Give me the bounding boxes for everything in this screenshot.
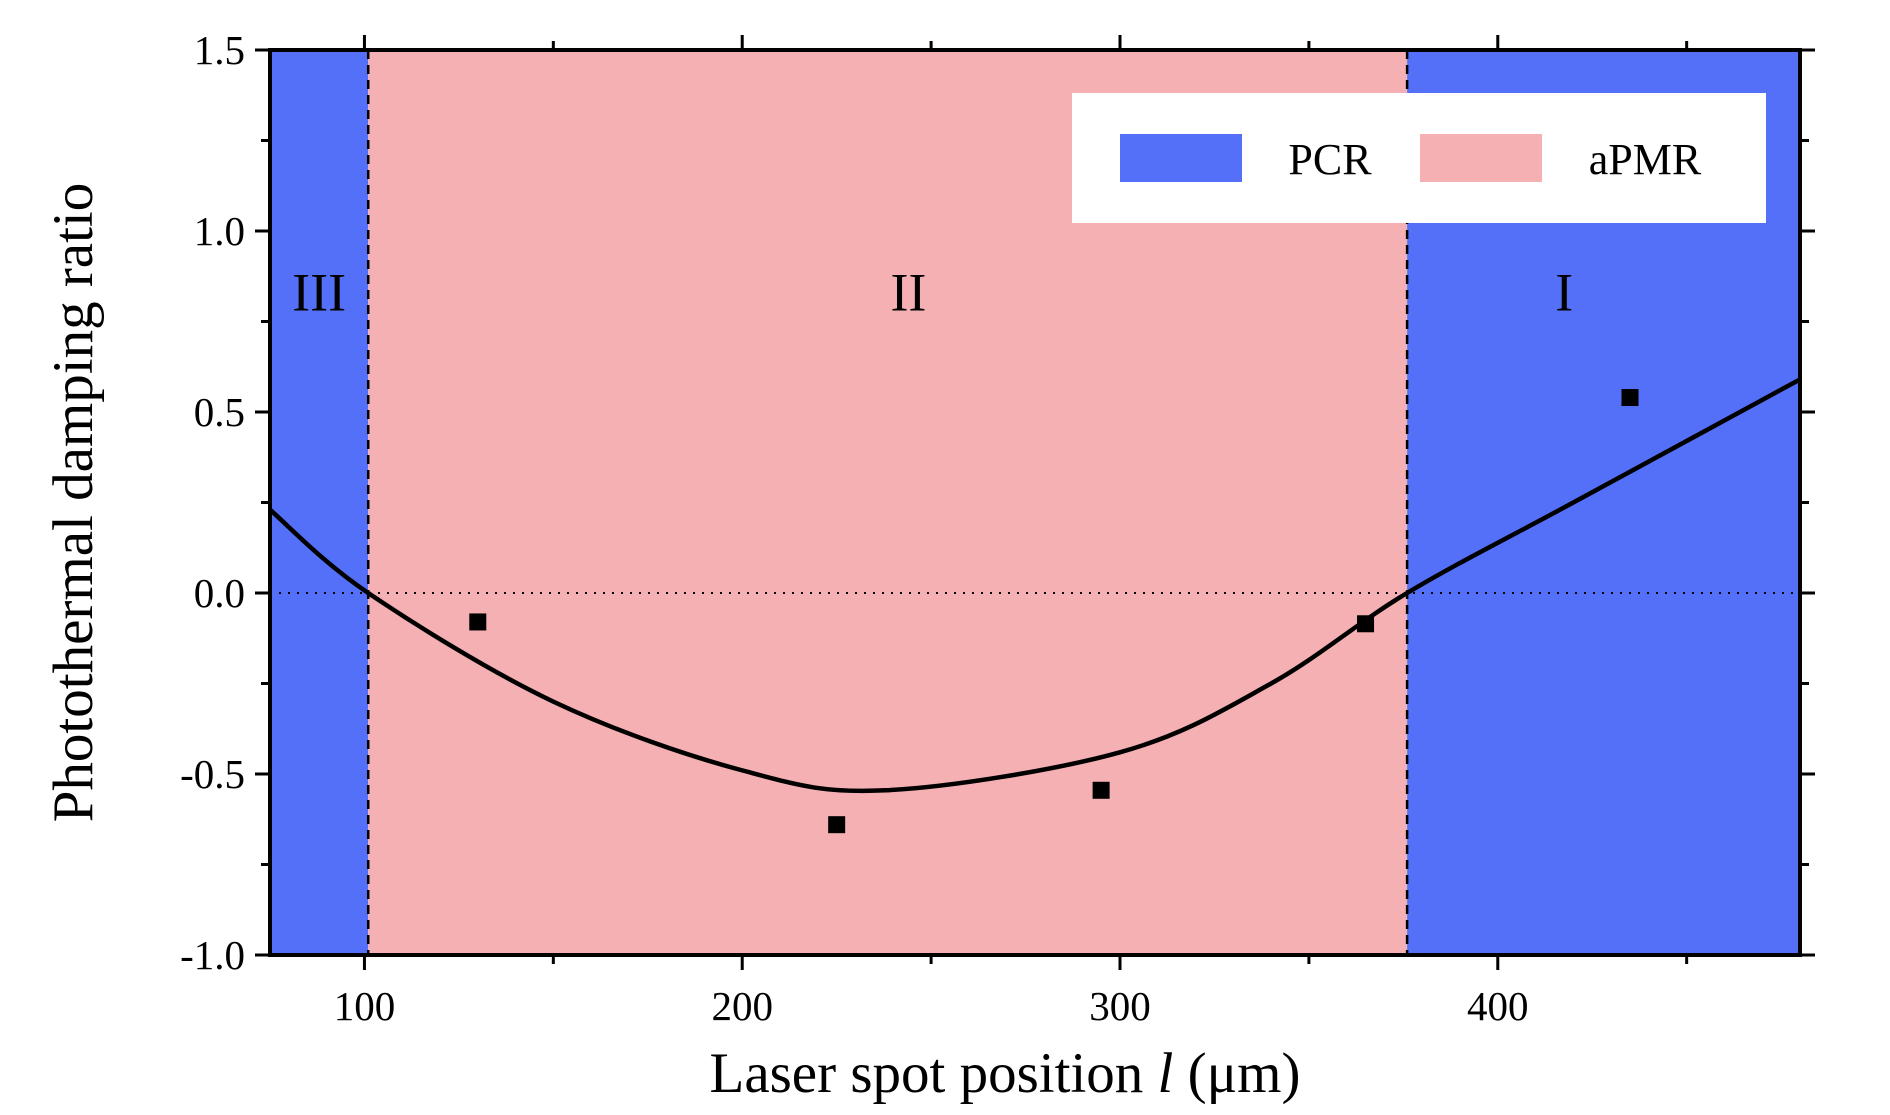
x-tick-label: 100 [334,983,396,1029]
data-point [1357,615,1375,633]
x-axis-title: Laser spot position l (μm) [710,1042,1301,1105]
legend-label-apmr: aPMR [1589,135,1702,184]
region-iii-band [270,50,369,955]
data-point [1092,781,1110,799]
y-tick-label: 0.5 [194,389,245,435]
y-axis-title: Photothermal damping ratio [42,183,105,823]
region-label-iii: III [292,263,346,323]
legend-label-pcr: PCR [1288,135,1372,184]
y-tick-label: 0.0 [194,570,245,616]
region-label-i: I [1555,263,1573,323]
x-tick-label: 200 [711,983,773,1029]
y-tick-label: 1.5 [194,27,245,73]
fit-curve [268,377,1802,794]
legend-swatch-pcr [1120,134,1242,182]
data-point [469,613,487,631]
region-label-ii: II [890,263,926,323]
x-tick-label: 400 [1467,983,1529,1029]
x-tick-label: 300 [1089,983,1151,1029]
y-tick-label: -0.5 [180,751,245,797]
y-tick-label: 1.0 [194,208,245,254]
legend-swatch-apmr [1420,134,1542,182]
data-point [828,816,846,834]
data-point [1621,389,1639,407]
y-tick-label: -1.0 [180,932,245,978]
